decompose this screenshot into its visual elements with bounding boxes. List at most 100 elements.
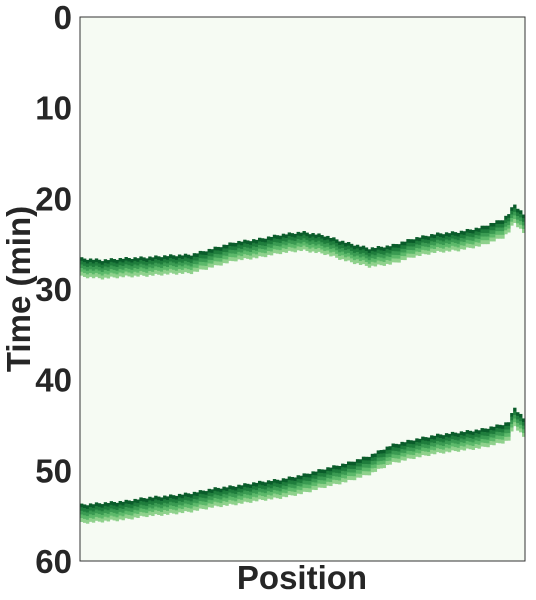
heatmap-cell [489,433,493,438]
heatmap-cell [427,239,431,244]
heatmap-cell [183,260,188,265]
heatmap-cell [272,489,277,494]
heatmap-cell [204,501,208,506]
heatmap-cell [127,265,131,270]
heatmap-cell [160,257,164,262]
heatmap-cell [367,252,372,257]
heatmap-cell [85,263,90,268]
heatmap-cell [394,244,398,248]
heatmap-cell [477,239,481,243]
heatmap-cell [344,478,348,483]
heatmap-cell [275,494,280,499]
heatmap-cell [82,508,87,512]
heatmap-cell [492,441,496,446]
heatmap-cell [323,247,327,252]
heatmap-cell [522,418,525,423]
heatmap-cell [243,494,247,499]
heatmap-cell [421,238,425,243]
heatmap-cell [260,241,265,246]
heatmap-cell [142,508,146,513]
heatmap-cell [130,273,134,278]
heatmap-cell [180,494,185,499]
heatmap-cell [136,269,140,273]
heatmap-cell [341,244,345,249]
heatmap-cell [171,258,176,263]
heatmap-cell [213,250,217,255]
heatmap-cell [450,238,455,243]
heatmap-cell [299,232,303,237]
heatmap-cell [275,249,280,254]
heatmap-cell [198,500,203,505]
heatmap-cell [183,499,188,504]
heatmap-cell [421,443,425,448]
heatmap-cell [142,498,146,502]
heatmap-cell [302,234,306,239]
heatmap-cell [195,257,200,261]
heatmap-cell [151,260,155,265]
heatmap-cell [504,226,508,231]
heatmap-cell [272,493,277,498]
heatmap-cell [323,251,327,256]
heatmap-cell [299,236,303,241]
heatmap-cell [222,501,226,506]
heatmap-cell [169,261,173,266]
heatmap-cell [364,254,369,259]
heatmap-cell [355,259,360,264]
heatmap-cell [231,496,235,501]
heatmap-cell [231,486,235,491]
heatmap-cell [486,240,490,245]
heatmap-cell [296,486,300,491]
heatmap-cell [311,474,315,479]
heatmap-cell [130,266,134,271]
heatmap-cell [373,464,378,469]
x-axis-label: Position [237,559,367,596]
heatmap-cell [412,239,416,244]
heatmap-cell [255,254,259,259]
heatmap-cell [513,407,517,412]
heatmap-cell [136,514,140,518]
heatmap-cell [373,262,378,267]
heatmap-cell [266,247,271,252]
heatmap-cell [459,234,464,239]
heatmap-cell [272,249,277,254]
heatmap-cell [388,446,392,451]
heatmap-cell [109,261,114,266]
heatmap-cell [433,435,437,440]
heatmap-cell [456,436,461,441]
heatmap-cell [483,240,487,245]
heatmap-cell [433,245,437,250]
heatmap-cell [403,252,407,257]
heatmap-cell [314,249,318,254]
heatmap-cell [471,229,475,234]
heatmap-cell [207,248,211,253]
heatmap-cell [237,251,241,256]
heatmap-cell [424,437,428,442]
heatmap-cell [438,434,443,439]
heatmap-cell [347,476,351,480]
heatmap-cell [477,228,481,233]
heatmap-cell [430,438,434,443]
heatmap-cell [287,243,292,248]
heatmap-cell [246,494,250,499]
heatmap-cell [195,506,200,511]
heatmap-cell [483,432,487,436]
heatmap-cell [462,231,467,236]
heatmap-cell [385,453,389,458]
heatmap-cell [382,460,386,465]
heatmap-cell [468,434,472,439]
heatmap-cell [456,440,461,445]
heatmap-cell [91,267,96,271]
heatmap-cell [501,231,505,236]
heatmap-cell [263,238,268,243]
heatmap-cell [308,488,312,493]
heatmap-cell [133,509,137,514]
heatmap-cell [234,497,238,502]
heatmap-cell [415,449,419,454]
heatmap-cell [397,244,401,249]
heatmap-cell [347,472,351,477]
heatmap-cell [400,241,404,246]
heatmap-cell [210,492,214,497]
heatmap-cell [349,472,354,477]
heatmap-cell [216,491,220,496]
heatmap-cell [379,457,383,462]
